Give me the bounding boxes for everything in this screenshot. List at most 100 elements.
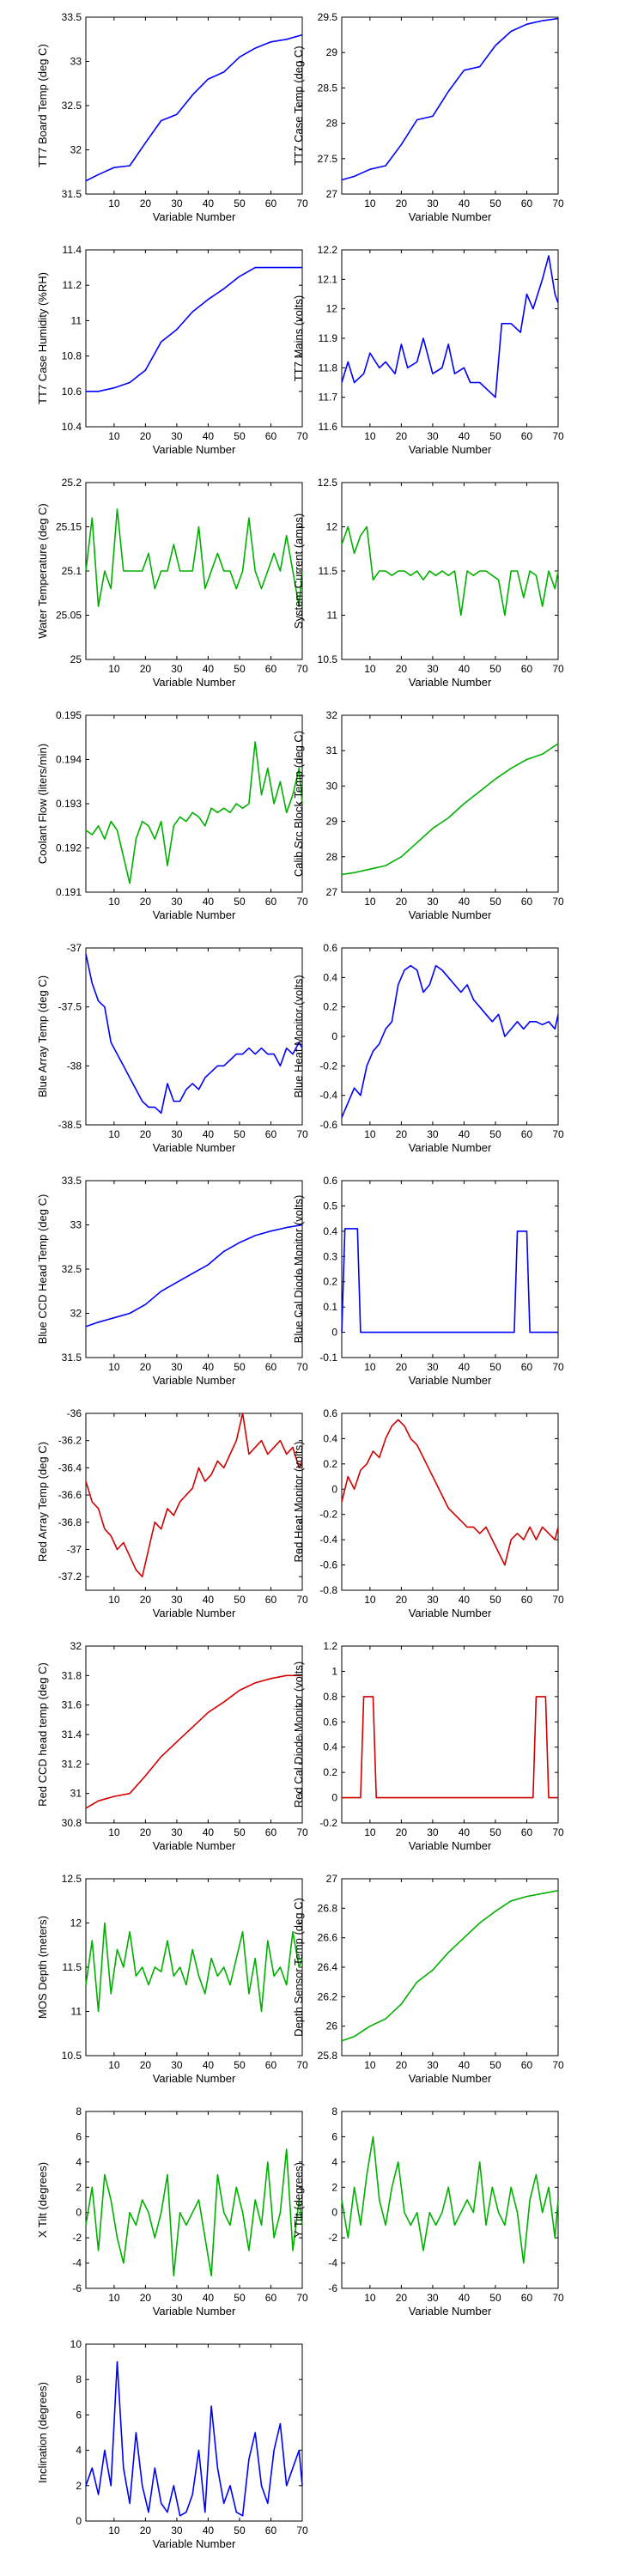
y-tick-label: 4 (331, 2156, 337, 2168)
y-tick-label: 1 (331, 1665, 337, 1677)
y-tick-label: 29.5 (318, 11, 338, 23)
x-tick-label: 60 (265, 663, 277, 675)
y-tick-label: 0.4 (323, 1741, 337, 1753)
x-tick-label: 50 (489, 2059, 501, 2071)
x-tick-label: 40 (203, 1594, 215, 1606)
x-tick-label: 50 (489, 1826, 501, 1838)
chart-13: 10 20 30 40 50 60 70 -37.2 -37 -36.8 -36.6 -36.4 -36… (36, 1407, 308, 1619)
x-tick-label: 10 (364, 663, 376, 675)
y-axis-label: TT7 Case Temp (deg C) (292, 46, 305, 165)
x-tick-label: 50 (489, 896, 501, 908)
x-tick-label: 30 (171, 2524, 183, 2537)
y-tick-label: 12.5 (318, 477, 338, 489)
x-tick-label: 10 (108, 896, 120, 908)
y-tick-label: 12 (326, 521, 338, 533)
x-axis-label: Variable Number (409, 210, 492, 223)
chart-11: 10 20 30 40 50 60 70 31.5 32 32.5 33 33.5 Variable N… (36, 1175, 308, 1387)
y-tick-label: 32 (70, 144, 82, 156)
plot-frame (341, 16, 559, 195)
y-axis-label: TT7 Board Temp (deg C) (36, 44, 49, 167)
y-axis-label: Blue Array Temp (deg C) (36, 975, 49, 1097)
y-tick-label: 11.9 (319, 332, 338, 344)
y-tick-label: 11 (327, 610, 338, 622)
x-axis-label: Variable Number (409, 1141, 492, 1154)
y-tick-label: 0.194 (56, 754, 82, 766)
y-tick-label: 0.4 (323, 1432, 337, 1444)
x-tick-label: 10 (364, 1594, 376, 1606)
series-line (85, 2148, 303, 2277)
y-tick-label: -0.6 (319, 1559, 337, 1571)
y-tick-label: 26.4 (318, 1961, 338, 1973)
x-tick-label: 30 (171, 1594, 183, 1606)
plot-frame (85, 1413, 303, 1591)
chart-21: 10 20 30 40 50 60 70 0 2 4 6 8 10 Variable Number Incl… (36, 2338, 308, 2550)
y-axis-label: Calib Src Block Temp (deg C) (292, 731, 305, 877)
y-tick-label: -0.4 (319, 1534, 337, 1546)
x-tick-label: 70 (296, 2292, 308, 2304)
y-tick-label: 6 (76, 2409, 82, 2421)
x-tick-label: 10 (108, 1361, 120, 1373)
plot-frame (341, 1413, 559, 1591)
x-tick-label: 70 (296, 896, 308, 908)
x-tick-label: 50 (489, 1594, 501, 1606)
y-tick-label: 30.8 (62, 1817, 82, 1829)
y-tick-label: -0.2 (319, 1060, 337, 1072)
y-axis-label: Red CCD head temp (deg C) (36, 1662, 49, 1807)
y-tick-label: 32 (326, 709, 338, 721)
y-tick-label: -0.6 (319, 1119, 337, 1131)
y-tick-label: 0 (331, 1792, 337, 1804)
x-tick-label: 20 (140, 2059, 152, 2071)
x-tick-label: 10 (108, 430, 120, 442)
y-tick-label: 2 (76, 2181, 82, 2193)
x-tick-label: 20 (396, 2059, 408, 2071)
series-line (85, 953, 303, 1115)
x-tick-label: 40 (459, 896, 471, 908)
x-axis-label: Variable Number (409, 1839, 492, 1852)
y-tick-label: 11.2 (63, 279, 82, 291)
y-axis-label: Coolant Flow (liters/min) (36, 744, 49, 864)
y-tick-label: 0.1 (323, 1301, 337, 1313)
chart-9: 10 20 30 40 50 60 70 -38.5 -38 -37.5 -37 Variable N… (36, 942, 308, 1154)
x-tick-label: 60 (521, 1594, 533, 1606)
y-tick-label: 31 (326, 744, 338, 756)
x-tick-label: 70 (552, 663, 564, 675)
x-tick-label: 70 (296, 2524, 308, 2537)
x-tick-label: 40 (203, 896, 215, 908)
y-tick-label: -36.8 (58, 1516, 82, 1528)
x-tick-label: 20 (396, 896, 408, 908)
x-tick-label: 10 (108, 1826, 120, 1838)
plot-frame (85, 1645, 303, 1824)
y-tick-label: 33 (70, 1219, 82, 1231)
chart-3: 10 20 30 40 50 60 70 10.4 10.6 10.8 11 11.2 11.4 Vari… (36, 244, 308, 456)
x-tick-label: 10 (364, 2292, 376, 2304)
x-tick-label: 40 (459, 430, 471, 442)
x-tick-label: 40 (203, 2059, 215, 2071)
x-tick-label: 40 (203, 2292, 215, 2304)
y-tick-label: 32 (70, 1640, 82, 1652)
x-tick-label: 10 (364, 430, 376, 442)
y-tick-label: 11.5 (319, 565, 338, 577)
plot-frame (85, 2111, 303, 2289)
x-tick-label: 20 (140, 1826, 152, 1838)
y-tick-label: -0.8 (319, 1584, 337, 1596)
x-tick-label: 20 (396, 1128, 408, 1140)
y-tick-label: 0.195 (56, 709, 82, 721)
x-tick-label: 30 (427, 1826, 439, 1838)
plot-frame (85, 1878, 303, 2057)
x-tick-label: 70 (552, 1361, 564, 1373)
plot-frame (85, 249, 303, 428)
y-tick-label: 25.1 (62, 565, 82, 577)
x-tick-label: 30 (171, 1128, 183, 1140)
y-tick-label: 10.4 (62, 421, 82, 433)
plot-frame (85, 947, 303, 1126)
y-tick-label: -4 (72, 2257, 82, 2269)
plot-frame (85, 1180, 303, 1358)
y-axis-label: Red Array Temp (deg C) (36, 1442, 49, 1562)
x-tick-label: 60 (265, 1594, 277, 1606)
y-tick-label: 0.6 (323, 1175, 337, 1187)
x-tick-label: 20 (140, 1128, 152, 1140)
x-tick-label: 60 (265, 896, 277, 908)
y-tick-label: 26 (326, 2020, 338, 2032)
y-tick-label: 28.5 (318, 82, 338, 94)
